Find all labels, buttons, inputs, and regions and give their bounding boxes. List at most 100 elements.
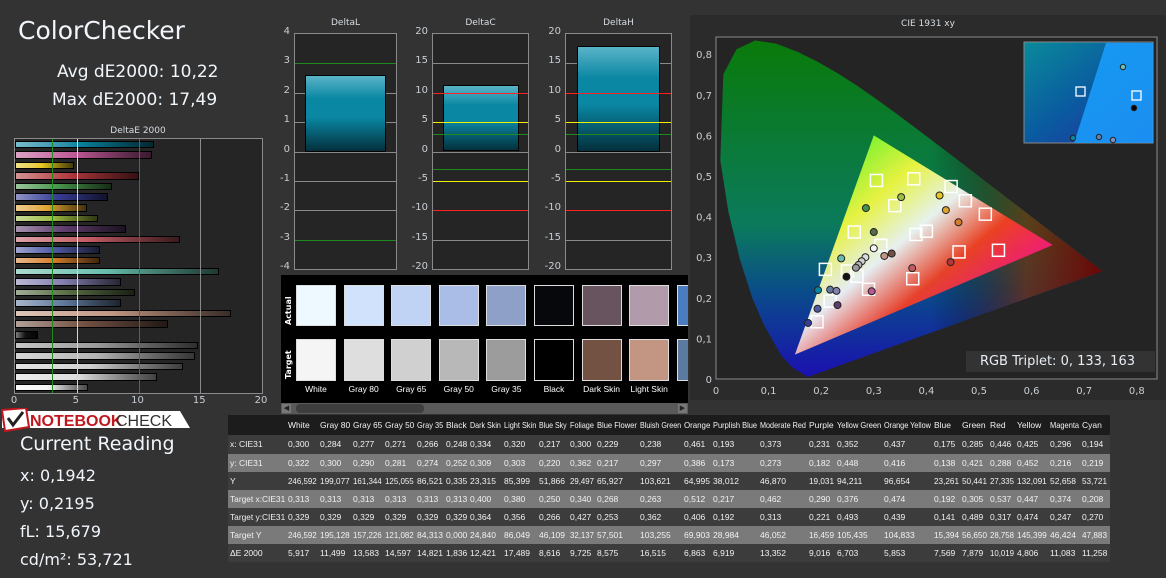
- svg-text:CHECK: CHECK: [116, 413, 172, 430]
- table-cell: 0,313: [446, 494, 468, 504]
- table-cell: 0,425: [1017, 439, 1039, 449]
- target-swatch: [581, 339, 622, 381]
- table-cell: 199,077: [320, 476, 350, 486]
- table-cell: 157,226: [353, 530, 382, 540]
- y-tick-label: 0: [706, 375, 712, 386]
- deltae-bar-moderate-red: [15, 235, 180, 244]
- column-header: Blue: [934, 420, 952, 430]
- row-label: ΔE 2000: [230, 548, 263, 558]
- table-cell: 9,016: [809, 548, 831, 558]
- delta-tick-label: 3: [283, 55, 290, 67]
- measured-point-orange: [954, 218, 963, 227]
- scroll-right-arrow-icon[interactable]: ▶: [678, 404, 687, 413]
- delta-tick-label: -20: [411, 261, 428, 272]
- inset-gamut-region: [1074, 43, 1153, 143]
- reference-line: [566, 210, 671, 212]
- table-cell: 46,870: [760, 476, 786, 486]
- table-cell: 0,474: [884, 494, 906, 504]
- deltae-tick-label: 15: [192, 395, 206, 406]
- table-cell: 0,489: [962, 512, 984, 522]
- column-header: Orange: [684, 420, 711, 430]
- actual-swatch: [296, 285, 336, 326]
- x-tick-label: 0,7: [1076, 386, 1092, 397]
- inset-target-point: [1075, 86, 1086, 97]
- table-cell: 0,247: [1050, 512, 1072, 522]
- deltae-bar-dark-skin: [15, 320, 169, 328]
- table-cell: 0,285: [962, 439, 984, 449]
- table-cell: 0,352: [837, 439, 859, 449]
- measured-point-foliage: [869, 228, 878, 237]
- table-cell: 0,217: [597, 458, 619, 468]
- scrollbar-thumb[interactable]: [296, 404, 424, 413]
- swatch-scrollbar[interactable]: ◀ ▶: [281, 403, 688, 414]
- deltae-bar-yellow-green: [15, 214, 98, 223]
- column-header: Light Skin: [504, 420, 537, 430]
- measured-point-magenta: [867, 287, 876, 296]
- table-cell: 0,297: [640, 458, 662, 468]
- swatch-label: White: [305, 384, 327, 394]
- table-cell: 0,305: [962, 494, 984, 504]
- column-header: Black: [446, 420, 467, 430]
- table-cell: 64,995: [684, 476, 710, 486]
- table-cell: 121,082: [385, 530, 414, 540]
- table-cell: 14,597: [385, 548, 411, 558]
- reference-line: [295, 239, 396, 241]
- deltae-bar-gray-35: [15, 341, 199, 350]
- table-cell: 11,083: [1050, 548, 1076, 558]
- deltae-chart-title: DeltaE 2000: [110, 126, 166, 136]
- delta-tick-label: 2: [283, 84, 290, 96]
- table-cell: 0,273: [760, 458, 782, 468]
- scroll-left-arrow-icon[interactable]: ◀: [282, 404, 291, 413]
- table-cell: 6,863: [684, 548, 706, 558]
- table-header: [228, 415, 1110, 435]
- swatch-label: Gray 50: [443, 384, 474, 394]
- table-cell: 0,221: [809, 512, 831, 522]
- table-cell: 24,840: [470, 530, 496, 540]
- row-label: x: CIE31: [230, 439, 263, 449]
- delta-tick-label: -10: [544, 202, 561, 214]
- y-tick-label: 0,7: [696, 91, 712, 102]
- table-cell: 0,448: [837, 458, 859, 468]
- gridline: [433, 151, 528, 153]
- delta-tick-label: -2: [280, 202, 290, 214]
- reference-line: [433, 92, 528, 94]
- target-swatch: [391, 339, 432, 381]
- measured-point-moderate-red: [908, 264, 917, 273]
- table-cell: 94,211: [837, 476, 863, 486]
- deltae-bar-blue: [15, 193, 109, 201]
- srgb-gamut-triangle: [794, 135, 1053, 355]
- table-cell: 10,019: [990, 548, 1014, 558]
- reference-line: [433, 133, 528, 135]
- swatch-label: Gray 65: [396, 384, 427, 394]
- y-tick-label: 0,2: [696, 294, 712, 305]
- measured-point-purplish-blue: [813, 304, 822, 313]
- row-label: Y: [230, 476, 236, 486]
- table-cell: 51,866: [539, 476, 565, 486]
- table-cell: 0,219: [1082, 458, 1104, 468]
- delta-tick-label: 5: [421, 114, 428, 126]
- deltae-bar-yellow: [15, 161, 75, 170]
- table-cell: 0,284: [320, 439, 342, 449]
- target-point-yellow: [944, 179, 958, 194]
- svg-text:NOTEBOOK: NOTEBOOK: [30, 413, 123, 430]
- current-reading-title: Current Reading: [20, 433, 175, 455]
- table-cell: 46,424: [1050, 530, 1076, 540]
- column-header: Magenta: [1050, 420, 1080, 430]
- target-point-moderate-red: [952, 245, 966, 259]
- table-cell: 0,296: [1050, 439, 1072, 449]
- column-header: Green: [962, 420, 986, 430]
- table-cell: 0,364: [470, 512, 492, 522]
- table-cell: 8,616: [539, 548, 561, 558]
- deltae-bar-blue-flower: [15, 278, 121, 286]
- y-tick-label: 0,6: [696, 131, 712, 142]
- reference-line: [566, 92, 671, 94]
- gridline: [433, 63, 528, 65]
- x-tick-label: 0: [713, 386, 719, 397]
- table-cell: 0,270: [1082, 512, 1104, 522]
- reference-line: [433, 210, 528, 212]
- target-point-red: [991, 243, 1006, 258]
- table-cell: 0,231: [809, 439, 831, 449]
- table-cell: 14,821: [417, 548, 443, 558]
- measured-point-dark-skin: [887, 249, 896, 258]
- delta-tick-label: 0: [283, 143, 290, 155]
